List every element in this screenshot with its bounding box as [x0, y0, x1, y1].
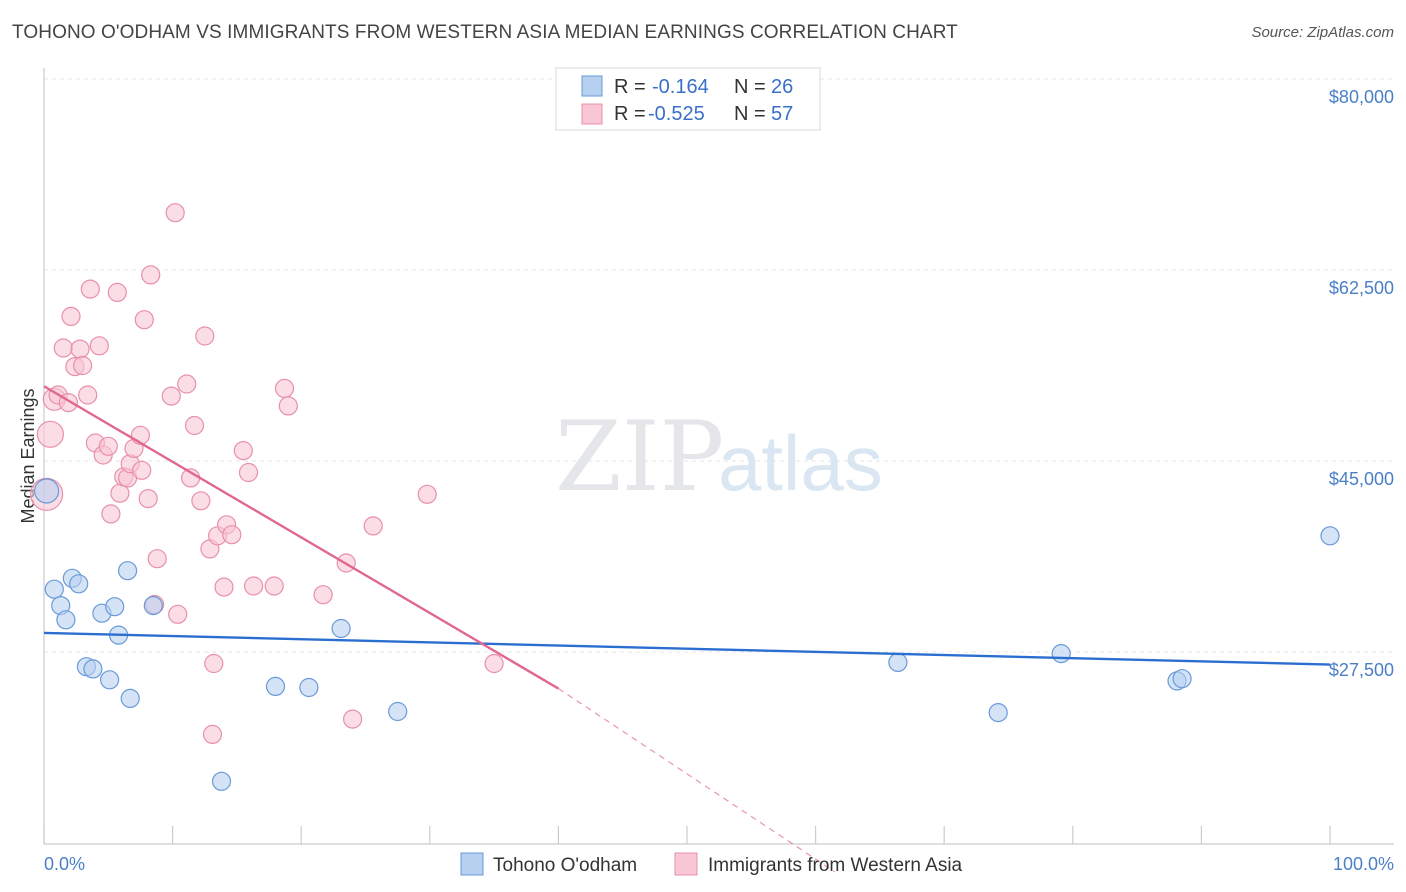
data-point-pink [89, 336, 109, 356]
gridlines [44, 78, 1394, 653]
data-point-pink [222, 525, 242, 545]
data-point-blue [299, 677, 319, 698]
data-point-pink [363, 516, 383, 536]
data-point-blue [44, 579, 64, 599]
data-point-pink [72, 355, 93, 376]
data-point-pink [132, 460, 152, 480]
data-point-blue [69, 574, 89, 594]
stats-legend-r-value-blue: -0.164 [652, 76, 709, 98]
stats-legend-n-value-pink: 57 [771, 103, 793, 125]
data-point-pink [53, 338, 73, 358]
stats-legend-r-label-blue: R = [614, 76, 646, 98]
x-tick-label-start: 0.0% [44, 854, 85, 874]
data-point-pink [313, 585, 333, 605]
trend-line-blue [43, 631, 1331, 666]
x-tick-label-end: 100.0% [1333, 854, 1394, 874]
data-point-pink [80, 279, 100, 299]
stats-legend-r-value-pink: -0.525 [648, 103, 705, 125]
bottom-legend-label-blue: Tohono O'odham [493, 855, 637, 876]
data-point-pink [204, 653, 224, 674]
stats-legend-r-label-pink: R = [614, 103, 646, 125]
data-point-pink [195, 326, 215, 346]
chart-source: Source: ZipAtlas.com [1251, 24, 1394, 41]
stats-legend: R = -0.164 N = 26 R = -0.525 N = 57 [555, 67, 821, 131]
data-point-pink [191, 491, 211, 511]
data-point-blue [988, 702, 1008, 723]
data-point-blue [1051, 643, 1071, 664]
trend-line-pink-extension [558, 688, 836, 873]
stats-legend-swatch-blue [581, 75, 603, 97]
data-point-blue [33, 478, 60, 504]
data-point-pink [484, 653, 504, 674]
data-point-pink [70, 339, 90, 359]
data-point-pink [78, 385, 98, 405]
y-tick-label: $80,000 [1329, 87, 1394, 107]
data-point-blue [331, 618, 351, 639]
trend-line-pink [43, 385, 560, 690]
y-tick-label: $62,500 [1329, 278, 1394, 298]
stats-legend-n-label-blue: N = [734, 76, 766, 98]
data-point-blue [105, 597, 125, 617]
data-point-pink [417, 484, 437, 504]
data-point-blue [211, 771, 232, 791]
bottom-legend-swatch-pink [674, 852, 698, 876]
data-point-pink [278, 396, 298, 416]
data-point-pink [343, 709, 363, 729]
data-point-pink [165, 203, 185, 223]
data-point-pink [107, 282, 127, 302]
y-tick-label: $27,500 [1329, 660, 1394, 680]
watermark: ZIP atlas [555, 401, 883, 513]
data-point-blue [117, 561, 138, 581]
data-point-blue [1172, 669, 1192, 689]
data-point-pink [244, 576, 264, 596]
data-point-pink [98, 436, 118, 456]
data-point-blue [888, 652, 908, 673]
data-point-pink [134, 310, 154, 330]
data-point-pink [168, 604, 188, 624]
data-point-pink [238, 462, 259, 483]
y-tick-label: $45,000 [1329, 469, 1394, 489]
trend-lines [43, 385, 1331, 873]
bottom-legend-swatch-blue [460, 852, 484, 876]
data-point-blue [265, 676, 286, 697]
data-point-blue [120, 688, 140, 709]
data-point-pink [36, 420, 65, 448]
data-point-blue [388, 701, 408, 722]
data-point-blue [56, 610, 76, 630]
stats-legend-n-value-blue: 26 [771, 76, 793, 98]
data-point-pink [233, 441, 253, 461]
stats-legend-n-label-pink: N = [734, 103, 766, 125]
data-point-pink [147, 549, 167, 569]
data-point-pink [274, 378, 295, 398]
series-tohono-oodham [33, 478, 1340, 791]
data-point-pink [101, 504, 121, 524]
watermark-zip: ZIP [555, 401, 724, 513]
data-point-pink [161, 386, 181, 406]
data-point-pink [214, 577, 234, 597]
x-tick-marks [43, 826, 1331, 844]
data-point-pink [202, 724, 223, 745]
stats-legend-swatch-pink [581, 103, 603, 125]
data-point-blue [1320, 526, 1340, 546]
data-point-blue [143, 595, 163, 616]
chart-title: TOHONO O'ODHAM VS IMMIGRANTS FROM WESTER… [12, 22, 958, 43]
data-point-pink [264, 576, 284, 596]
series-immigrants-western-asia [29, 203, 504, 745]
bottom-legend-label-pink: Immigrants from Western Asia [708, 855, 963, 876]
data-point-pink [138, 489, 158, 509]
axes [43, 68, 1394, 845]
watermark-atlas: atlas [718, 419, 883, 507]
data-point-pink [177, 374, 197, 394]
bottom-legend: Tohono O'odham Immigrants from Western A… [460, 852, 963, 876]
data-point-pink [184, 415, 205, 436]
y-tick-labels: $80,000 $62,500 $45,000 $27,500 [1329, 87, 1394, 680]
data-point-blue [99, 670, 120, 690]
data-point-pink [141, 265, 161, 285]
data-point-pink [61, 306, 81, 326]
data-point-blue [83, 659, 103, 679]
